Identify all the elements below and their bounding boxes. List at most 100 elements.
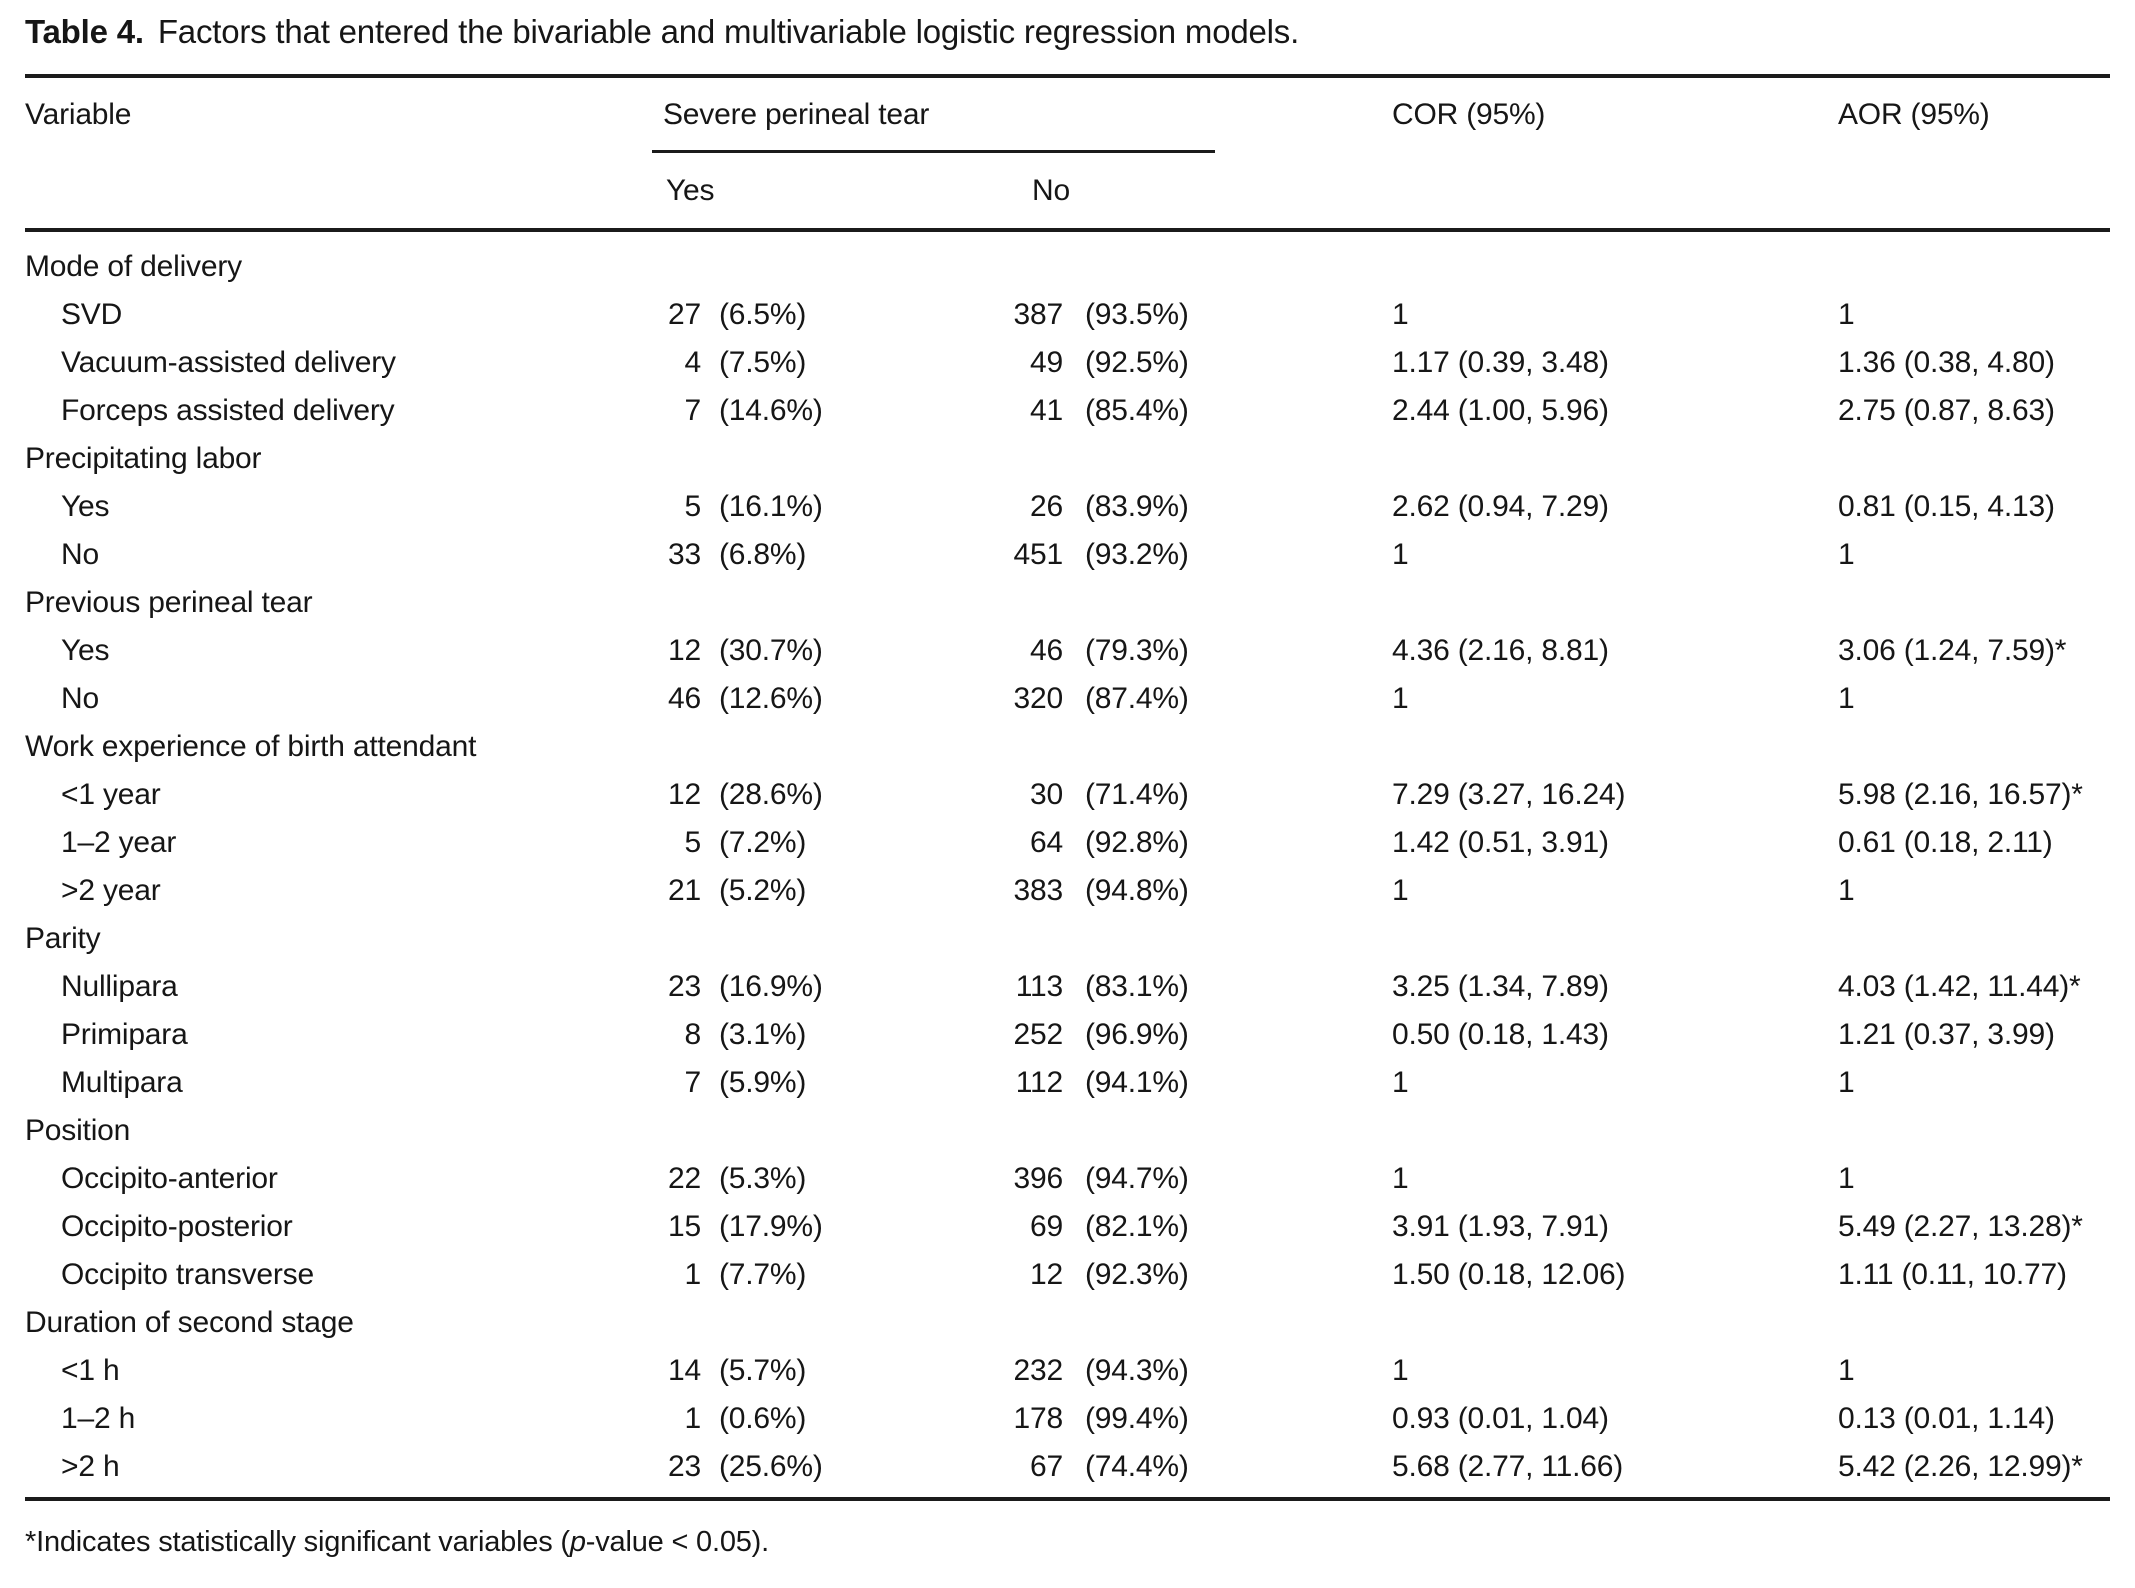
table-row: Occipito transverse 1 (7.7%) 12 (92.3%) 1.… — [25, 1251, 2110, 1299]
cell-cor — [1381, 1107, 1827, 1155]
cell-cor: 1 — [1392, 682, 1409, 715]
cell-aor: 5.42 (2.26, 12.99)* — [1838, 1450, 2083, 1483]
row-label: Occipito transverse — [61, 1258, 314, 1291]
cell-severe-tear-no: 41 (85.4%) — [1004, 387, 1381, 435]
no-count — [1004, 915, 1063, 963]
table-row: <1 h 14 (5.7%) 232 (94.3%) 1 1 — [25, 1347, 2110, 1395]
table-group-row: Parity — [25, 915, 2110, 963]
cell-severe-tear-yes: 5 (7.2%) — [655, 819, 1004, 867]
row-label: No — [61, 538, 99, 571]
cell-severe-tear-yes: 4 (7.5%) — [655, 339, 1004, 387]
cell-cor: 0.50 (0.18, 1.43) — [1392, 1018, 1609, 1051]
row-label: Vacuum-assisted delivery — [61, 346, 396, 379]
no-count — [1004, 723, 1063, 771]
cell-cor: 2.44 (1.00, 5.96) — [1392, 394, 1609, 427]
cell-severe-tear-yes: 5 (16.1%) — [655, 483, 1004, 531]
yes-count: 12 — [668, 634, 701, 667]
cell-cor: 1 — [1392, 1066, 1409, 1099]
table-row: Yes 5 (16.1%) 26 (83.9%) 2.62 (0.94, 7.29)… — [25, 483, 2110, 531]
cell-aor: 1 — [1838, 682, 1855, 715]
cell-aor: 0.81 (0.15, 4.13) — [1838, 490, 2055, 523]
yes-count: 7 — [684, 394, 702, 427]
cell-cor — [1381, 243, 1827, 291]
cell-severe-tear-yes — [655, 915, 1004, 963]
yes-percent: (28.6%) — [719, 778, 823, 811]
cell-cor — [1381, 579, 1827, 627]
table-row: Multipara 7 (5.9%) 112 (94.1%) 1 1 — [25, 1059, 2110, 1107]
cell-severe-tear-yes — [655, 243, 1004, 291]
cell-cor: 1 — [1392, 298, 1409, 331]
cell-cor: 1 — [1392, 1162, 1409, 1195]
row-label: Yes — [61, 490, 110, 523]
no-percent: (92.3%) — [1085, 1258, 1189, 1291]
no-percent: (74.4%) — [1085, 1450, 1189, 1483]
table-row: No 33 (6.8%) 451 (93.2%) 1 1 — [25, 531, 2110, 579]
cell-severe-tear-yes: 46 (12.6%) — [655, 675, 1004, 723]
cell-aor: 3.06 (1.24, 7.59)* — [1838, 634, 2067, 667]
cell-severe-tear-no: 252 (96.9%) — [1004, 1011, 1381, 1059]
table-row: <1 year 12 (28.6%) 30 (71.4%) 7.29 (3.27, … — [25, 771, 2110, 819]
table-group-row: Work experience of birth attendant — [25, 723, 2110, 771]
table-row: >2 h 23 (25.6%) 67 (74.4%) 5.68 (2.77, 11.… — [25, 1443, 2110, 1491]
yes-percent: (14.6%) — [719, 394, 823, 427]
cell-severe-tear-no: 30 (71.4%) — [1004, 771, 1381, 819]
column-header-variable: Variable — [25, 98, 132, 131]
cell-severe-tear-yes — [655, 579, 1004, 627]
yes-count — [655, 243, 701, 291]
cell-severe-tear-no — [1004, 243, 1381, 291]
cell-severe-tear-no: 113 (83.1%) — [1004, 963, 1381, 1011]
cell-severe-tear-no: 49 (92.5%) — [1004, 339, 1381, 387]
table-row: 1–2 h 1 (0.6%) 178 (99.4%) 0.93 (0.01, 1.0… — [25, 1395, 2110, 1443]
row-label: No — [61, 682, 99, 715]
row-label: Nullipara — [61, 970, 178, 1003]
column-header-severe-perineal-tear: Severe perineal tear — [663, 98, 930, 131]
cell-severe-tear-yes: 1 (0.6%) — [655, 1395, 1004, 1443]
yes-count: 5 — [684, 490, 702, 523]
table-row: Forceps assisted delivery 7 (14.6%) 41 (85… — [25, 387, 2110, 435]
table-row: >2 year 21 (5.2%) 383 (94.8%) 1 1 — [25, 867, 2110, 915]
cell-severe-tear-no — [1004, 723, 1381, 771]
cell-severe-tear-yes: 22 (5.3%) — [655, 1155, 1004, 1203]
yes-percent: (5.9%) — [719, 1066, 807, 1099]
yes-count — [655, 435, 701, 483]
cell-severe-tear-yes: 14 (5.7%) — [655, 1347, 1004, 1395]
yes-count: 33 — [668, 538, 701, 571]
table-bottom-rule — [25, 1497, 2110, 1501]
no-count — [1004, 1299, 1063, 1347]
no-count: 387 — [1013, 298, 1064, 331]
row-label: 1–2 year — [61, 826, 177, 859]
yes-count: 1 — [684, 1258, 702, 1291]
no-count — [1004, 1107, 1063, 1155]
yes-count: 15 — [668, 1210, 701, 1243]
no-count: 451 — [1013, 538, 1064, 571]
cell-severe-tear-no: 112 (94.1%) — [1004, 1059, 1381, 1107]
cell-severe-tear-no: 232 (94.3%) — [1004, 1347, 1381, 1395]
table-row: No 46 (12.6%) 320 (87.4%) 1 1 — [25, 675, 2110, 723]
cell-aor — [1827, 1107, 2110, 1155]
table-caption: Table 4. Factors that entered the bivaria… — [25, 12, 1299, 52]
row-label: <1 year — [61, 778, 161, 811]
yes-percent: (6.5%) — [719, 298, 807, 331]
cell-cor: 1 — [1392, 1354, 1409, 1387]
cell-cor: 5.68 (2.77, 11.66) — [1392, 1450, 1624, 1483]
row-label: SVD — [61, 298, 123, 331]
cell-severe-tear-yes: 8 (3.1%) — [655, 1011, 1004, 1059]
yes-count: 7 — [684, 1066, 702, 1099]
table-group-row: Mode of delivery — [25, 243, 2110, 291]
row-label: >2 year — [61, 874, 161, 907]
row-label: Forceps assisted delivery — [61, 394, 395, 427]
cell-severe-tear-yes: 27 (6.5%) — [655, 291, 1004, 339]
cell-severe-tear-yes: 7 (14.6%) — [655, 387, 1004, 435]
yes-percent: (17.9%) — [719, 1210, 823, 1243]
cell-aor — [1827, 723, 2110, 771]
no-count: 64 — [1030, 826, 1063, 859]
row-label: Yes — [61, 634, 110, 667]
table-group-row: Duration of second stage — [25, 1299, 2110, 1347]
row-label: Precipitating labor — [25, 442, 262, 475]
cell-cor: 1 — [1392, 538, 1409, 571]
cell-severe-tear-no — [1004, 1299, 1381, 1347]
no-count: 30 — [1030, 778, 1063, 811]
table-footnote: *Indicates statistically significant var… — [25, 1526, 769, 1559]
column-header-yes: Yes — [666, 174, 715, 207]
cell-severe-tear-yes: 33 (6.8%) — [655, 531, 1004, 579]
